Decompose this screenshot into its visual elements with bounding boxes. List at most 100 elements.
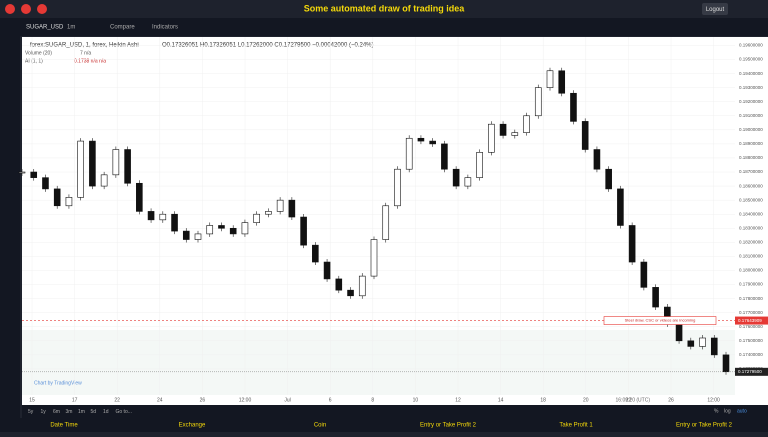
- footer-tab[interactable]: Entry or Take Profit 2: [420, 423, 477, 429]
- y-tick-label: 0.18600000: [739, 183, 763, 188]
- candle: [523, 115, 530, 133]
- icon[interactable]: [5, 4, 15, 14]
- candle: [441, 143, 448, 170]
- candle: [206, 225, 214, 235]
- volume-pane: [22, 330, 735, 395]
- candle: [65, 197, 73, 207]
- candle: [300, 216, 307, 246]
- candle: [229, 227, 237, 235]
- candle: [77, 140, 84, 198]
- x-tick-label: 22: [626, 397, 632, 403]
- footer-tab[interactable]: Exchange: [179, 423, 206, 429]
- candle: [159, 213, 167, 221]
- candle: [171, 213, 178, 232]
- candle: [394, 168, 401, 207]
- candle: [30, 171, 38, 178]
- footer-tab[interactable]: Entry or Take Profit 2: [676, 423, 733, 429]
- compare[interactable]: Compare: [110, 25, 135, 31]
- y-tick-label: 0.18200000: [739, 240, 763, 245]
- y-tick-label: 0.19300000: [739, 85, 763, 90]
- x-tick-label: Jul: [284, 397, 290, 403]
- x-tick-label: 26: [668, 397, 674, 403]
- candle: [640, 261, 648, 288]
- logout-button[interactable]: [702, 3, 728, 15]
- range-button[interactable]: 6m: [53, 409, 60, 415]
- candle: [464, 177, 472, 187]
- candle: [511, 132, 519, 136]
- y-tick-label: 0.18900000: [739, 141, 763, 146]
- range-button[interactable]: 3m: [66, 409, 73, 415]
- candle: [429, 140, 436, 145]
- x-tick-label: 17: [72, 397, 78, 403]
- range-button[interactable]: 5y: [28, 409, 34, 415]
- y-tick-label: 0.18300000: [739, 225, 763, 230]
- auto[interactable]: auto: [737, 408, 747, 414]
- x-tick-label: 12: [455, 397, 461, 403]
- percent[interactable]: %: [714, 408, 719, 414]
- range-button[interactable]: Go to...: [116, 409, 132, 415]
- y-tick-label: 0.17700000: [739, 310, 763, 315]
- candle: [53, 188, 61, 207]
- candle: [687, 340, 695, 347]
- log[interactable]: log: [724, 408, 731, 414]
- candle: [136, 182, 143, 212]
- x-tick-label: 15: [29, 397, 35, 403]
- candle: [89, 140, 96, 187]
- candle: [42, 177, 49, 190]
- candle: [265, 211, 272, 215]
- x-tick-label: 10: [413, 397, 419, 403]
- x-tick-label: 12:00: [707, 397, 720, 403]
- y-tick-label: 0.17400000: [739, 352, 763, 357]
- x-tick-label: 14: [498, 397, 504, 403]
- icon[interactable]: [37, 4, 47, 14]
- candle: [617, 188, 624, 226]
- y-tick-label: 0.19100000: [739, 113, 763, 118]
- candle: [18, 171, 26, 174]
- candle: [335, 278, 343, 291]
- interval[interactable]: 1m: [67, 25, 75, 31]
- x-tick-label: 24: [157, 397, 163, 403]
- x-tick-label: 6: [329, 397, 332, 403]
- footer-tab[interactable]: Coin: [314, 423, 326, 429]
- x-tick-label: 18: [540, 397, 546, 403]
- candle: [347, 289, 354, 297]
- y-tick-label: 0.18700000: [739, 169, 763, 174]
- range-button[interactable]: 1m: [78, 409, 85, 415]
- candle: [182, 230, 190, 240]
- annotation-box: [603, 316, 717, 325]
- y-tick-label: 0.17900000: [739, 282, 763, 287]
- candle: [100, 174, 108, 187]
- candle: [452, 168, 460, 187]
- candle: [476, 152, 483, 178]
- symbol[interactable]: SUGAR_USD: [26, 25, 64, 31]
- candle: [147, 211, 155, 221]
- left-toolbar: [0, 36, 20, 418]
- candle: [124, 149, 131, 184]
- footer-tab[interactable]: Date Time: [50, 423, 78, 429]
- candle: [499, 123, 507, 136]
- y-tick-label: 0.18100000: [739, 254, 763, 259]
- legend-ai-value: 0.1738 n/a n/a: [74, 58, 106, 64]
- watermark: Chart by TradingView: [34, 380, 82, 386]
- y-tick-label: 0.19600000: [739, 43, 763, 48]
- y-tick-label: 0.17500000: [739, 338, 763, 343]
- footer-tab[interactable]: Take Profit 1: [559, 423, 593, 429]
- candle: [253, 213, 260, 223]
- candle: [241, 222, 249, 235]
- indicators[interactable]: Indicators: [152, 25, 178, 31]
- y-tick-label: 0.17800000: [739, 296, 763, 301]
- range-button[interactable]: 1y: [41, 409, 47, 415]
- price-tag: [735, 367, 768, 376]
- range-button[interactable]: 1d: [103, 409, 109, 415]
- candle: [570, 92, 577, 122]
- range-button[interactable]: 5d: [91, 409, 97, 415]
- icon[interactable]: [21, 4, 31, 14]
- logout-label[interactable]: Logout: [706, 7, 725, 13]
- candle: [722, 354, 730, 373]
- candle: [581, 121, 589, 150]
- candle: [417, 137, 425, 142]
- candle: [312, 244, 319, 263]
- candle: [699, 337, 706, 347]
- candle: [488, 123, 495, 153]
